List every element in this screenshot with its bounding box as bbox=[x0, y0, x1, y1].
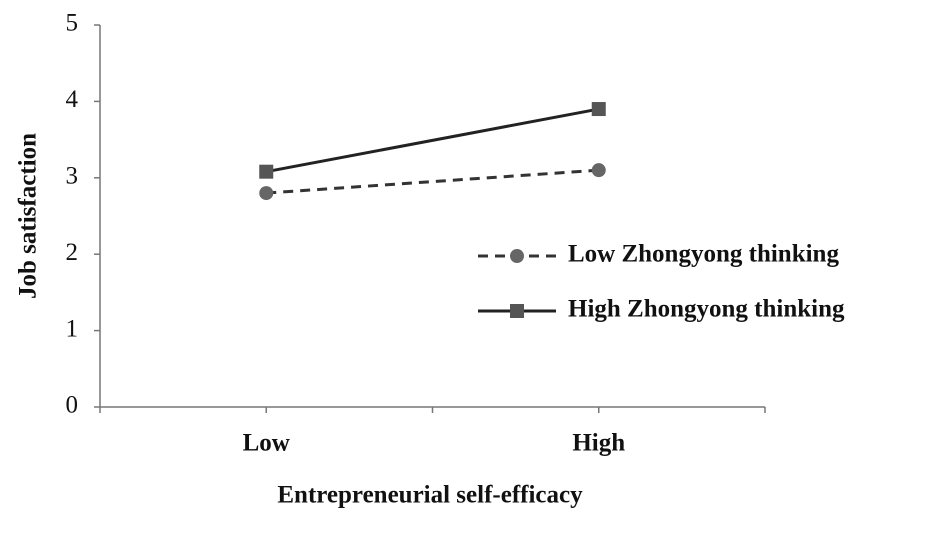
y-tick-label: 0 bbox=[66, 392, 79, 419]
y-tick-label: 4 bbox=[66, 86, 79, 113]
legend-marker bbox=[510, 249, 524, 263]
x-tick-label: Low bbox=[243, 430, 290, 457]
y-tick-label: 5 bbox=[66, 10, 79, 37]
point bbox=[591, 163, 606, 178]
series-line bbox=[266, 168, 599, 195]
y-tick-label: 1 bbox=[66, 315, 79, 342]
point bbox=[259, 186, 274, 201]
legend-label: High Zhongyong thinking bbox=[568, 296, 845, 323]
x-axis-label: Entrepreneurial self-efficacy bbox=[277, 482, 583, 509]
point bbox=[259, 164, 274, 179]
legend-marker bbox=[510, 304, 524, 318]
y-axis-label: Job satisfaction bbox=[15, 133, 42, 299]
y-tick-label: 2 bbox=[66, 239, 79, 266]
point bbox=[591, 102, 606, 117]
x-tick-label: High bbox=[572, 430, 625, 457]
legend-label: Low Zhongyong thinking bbox=[568, 241, 839, 268]
series-line bbox=[265, 107, 600, 174]
y-tick-label: 3 bbox=[66, 163, 79, 190]
